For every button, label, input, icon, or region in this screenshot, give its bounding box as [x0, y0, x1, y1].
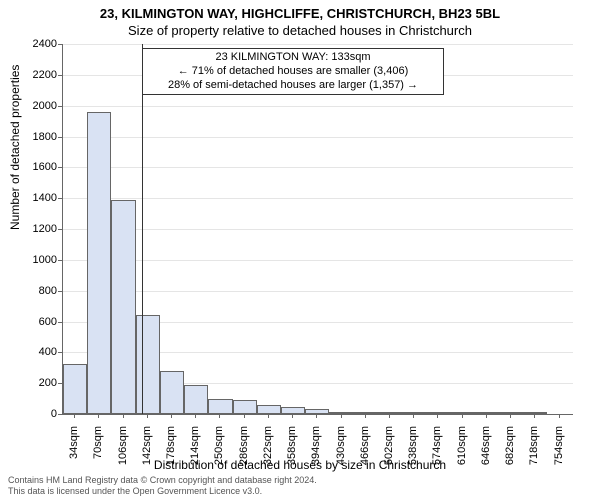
histogram-bar: [305, 409, 329, 414]
annotation-box: 23 KILMINGTON WAY: 133sqm← 71% of detach…: [142, 48, 444, 95]
x-tick-mark: [486, 414, 487, 418]
y-tick-label: 2000: [17, 100, 57, 112]
histogram-bar: [402, 412, 426, 414]
plot-area: [62, 44, 573, 415]
histogram-bar: [257, 405, 281, 414]
x-tick-mark: [389, 414, 390, 418]
histogram-bar: [233, 400, 257, 414]
x-tick-mark: [437, 414, 438, 418]
gridline: [63, 137, 573, 138]
y-tick-label: 200: [17, 377, 57, 389]
y-tick-mark: [58, 229, 62, 230]
x-tick-mark: [219, 414, 220, 418]
histogram-bar: [160, 371, 184, 414]
chart-title-desc: Size of property relative to detached ho…: [0, 21, 600, 38]
x-tick-mark: [268, 414, 269, 418]
x-tick-mark: [510, 414, 511, 418]
histogram-bar: [426, 412, 450, 414]
y-tick-mark: [58, 198, 62, 199]
annotation-line: ← 71% of detached houses are smaller (3,…: [149, 65, 437, 79]
histogram-bar: [87, 112, 111, 414]
x-tick-mark: [462, 414, 463, 418]
histogram-bar: [329, 412, 353, 414]
gridline: [63, 167, 573, 168]
gridline: [63, 260, 573, 261]
gridline: [63, 106, 573, 107]
gridline: [63, 229, 573, 230]
y-tick-mark: [58, 291, 62, 292]
footer-line-2: This data is licensed under the Open Gov…: [8, 486, 317, 497]
histogram-bar: [111, 200, 135, 414]
footer-line-1: Contains HM Land Registry data © Crown c…: [8, 475, 317, 486]
annotation-line: 23 KILMINGTON WAY: 133sqm: [149, 51, 437, 65]
reference-line: [142, 44, 143, 414]
attribution-footer: Contains HM Land Registry data © Crown c…: [8, 475, 317, 497]
x-tick-mark: [195, 414, 196, 418]
histogram-bar: [499, 412, 523, 414]
histogram-bar: [475, 412, 499, 414]
x-tick-mark: [341, 414, 342, 418]
y-tick-label: 2400: [17, 38, 57, 50]
histogram-bar: [136, 315, 160, 414]
y-tick-mark: [58, 322, 62, 323]
chart-container: 23, KILMINGTON WAY, HIGHCLIFFE, CHRISTCH…: [0, 0, 600, 500]
x-tick-mark: [413, 414, 414, 418]
x-tick-mark: [316, 414, 317, 418]
y-tick-mark: [58, 352, 62, 353]
x-tick-mark: [244, 414, 245, 418]
y-tick-mark: [58, 383, 62, 384]
y-tick-label: 1000: [17, 254, 57, 266]
x-tick-mark: [74, 414, 75, 418]
x-axis-label: Distribution of detached houses by size …: [0, 458, 600, 472]
y-tick-label: 1600: [17, 161, 57, 173]
annotation-line: 28% of semi-detached houses are larger (…: [149, 79, 437, 93]
histogram-bar: [63, 364, 87, 414]
y-tick-label: 400: [17, 346, 57, 358]
y-tick-label: 600: [17, 316, 57, 328]
y-tick-mark: [58, 414, 62, 415]
y-tick-label: 2200: [17, 69, 57, 81]
y-tick-mark: [58, 44, 62, 45]
y-tick-mark: [58, 137, 62, 138]
x-tick-mark: [147, 414, 148, 418]
gridline: [63, 44, 573, 45]
gridline: [63, 291, 573, 292]
x-tick-mark: [98, 414, 99, 418]
histogram-bar: [184, 385, 208, 414]
x-tick-mark: [365, 414, 366, 418]
chart-title-address: 23, KILMINGTON WAY, HIGHCLIFFE, CHRISTCH…: [0, 0, 600, 21]
x-tick-mark: [292, 414, 293, 418]
y-tick-label: 0: [17, 408, 57, 420]
histogram-bar: [281, 407, 305, 414]
y-tick-mark: [58, 75, 62, 76]
y-tick-label: 800: [17, 285, 57, 297]
y-tick-label: 1800: [17, 131, 57, 143]
histogram-bar: [208, 399, 232, 414]
histogram-bar: [523, 412, 547, 414]
y-tick-label: 1400: [17, 192, 57, 204]
x-tick-mark: [123, 414, 124, 418]
gridline: [63, 198, 573, 199]
y-tick-mark: [58, 167, 62, 168]
x-tick-mark: [559, 414, 560, 418]
histogram-bar: [378, 412, 402, 414]
histogram-bar: [354, 412, 378, 414]
x-tick-mark: [534, 414, 535, 418]
y-tick-mark: [58, 260, 62, 261]
y-tick-label: 1200: [17, 223, 57, 235]
y-axis-label: Number of detached properties: [8, 65, 22, 230]
x-tick-mark: [171, 414, 172, 418]
y-tick-mark: [58, 106, 62, 107]
